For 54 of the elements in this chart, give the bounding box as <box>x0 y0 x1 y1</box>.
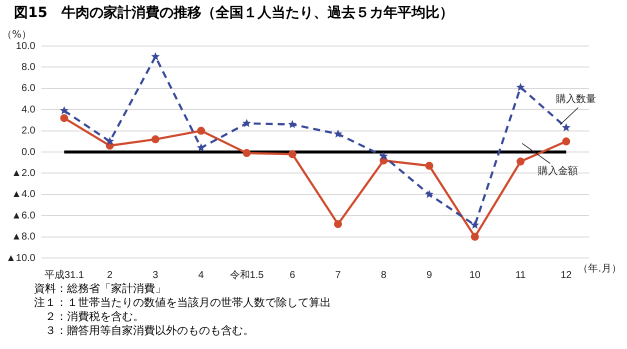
text: ３：贈答用等自家消費以外のものも含む。 <box>44 324 255 338</box>
point <box>334 220 342 228</box>
point <box>425 162 434 170</box>
x-tick-label: 令和1.5 <box>230 268 264 281</box>
y-tick-label: ▲6.0 <box>12 210 36 222</box>
y-axis-title: （%） <box>2 30 32 41</box>
y-tick-label: 4.0 <box>21 104 36 116</box>
x-tick-label: 12 <box>560 270 572 281</box>
point <box>562 123 570 132</box>
series-label: 購入数量 <box>556 93 596 106</box>
chart-title: 図15 牛肉の家計消費の推移（全国１人当たり、過去５カ年平均比） <box>13 4 454 23</box>
x-tick-label: 10 <box>469 270 481 281</box>
point <box>196 143 206 152</box>
text: ２：消費税を含む。 <box>44 310 145 324</box>
point <box>60 114 68 122</box>
x-tick-label: 7 <box>335 270 342 281</box>
point <box>151 135 160 144</box>
x-tick-label: 8 <box>380 270 387 281</box>
point <box>288 150 296 158</box>
y-tick-label: 0.0 <box>21 146 36 158</box>
point <box>197 126 206 135</box>
y-tick-label: ▲4.0 <box>12 189 36 200</box>
x-tick-label: 6 <box>290 270 296 281</box>
series-label: 購入金額 <box>538 164 578 177</box>
point <box>242 118 252 128</box>
point <box>334 129 342 138</box>
point <box>516 158 525 166</box>
x-axis-title: （年.月） <box>578 262 622 275</box>
y-tick-label: 10.0 <box>16 40 36 52</box>
y-tick-label: 8.0 <box>21 62 36 73</box>
point <box>106 136 114 146</box>
y-tick-label: ▲2.0 <box>12 168 36 179</box>
point <box>516 82 525 91</box>
y-tick-label: 2.0 <box>21 126 36 137</box>
point <box>60 106 68 114</box>
x-tick-label: 4 <box>198 270 204 281</box>
point <box>470 232 479 241</box>
y-tick-label: 6.0 <box>21 83 36 94</box>
point <box>151 52 160 60</box>
point <box>242 149 251 158</box>
x-tick-label: 平成31.1 <box>44 268 84 281</box>
x-tick-label: 11 <box>515 270 526 281</box>
y-tick-label: ▲8.0 <box>12 232 36 243</box>
point <box>562 137 570 146</box>
x-tick-label: 3 <box>152 270 159 281</box>
y-tick-label: ▲10.0 <box>6 252 36 264</box>
text: 資料：総務省「家計消費」 <box>34 282 167 296</box>
x-tick-label: 2 <box>107 270 114 281</box>
point <box>288 120 297 128</box>
x-tick-label: 9 <box>426 270 432 281</box>
point <box>379 152 388 160</box>
point <box>470 220 480 229</box>
point <box>424 190 434 198</box>
text: 注１：１世帯当たりの数値を当該月の世帯人数で除して算出 <box>34 296 332 310</box>
